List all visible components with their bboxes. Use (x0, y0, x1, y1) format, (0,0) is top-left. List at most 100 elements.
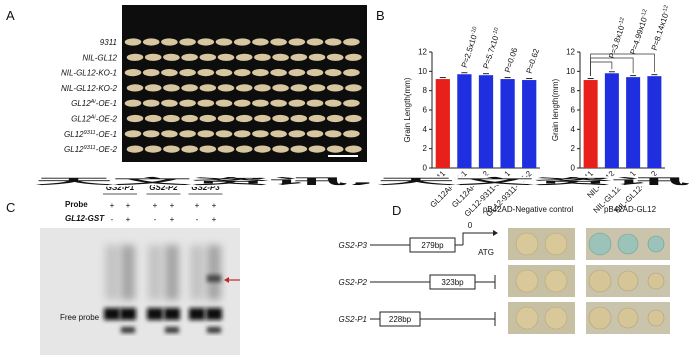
grain (326, 84, 344, 92)
text-part: P=4.99x10 (628, 16, 649, 56)
grain (199, 84, 217, 92)
grain (144, 53, 162, 61)
grain (126, 53, 144, 61)
gst-sign: + (126, 215, 131, 224)
gel-band (207, 327, 221, 333)
y-tick-label: 0 (571, 164, 576, 173)
yeast-spot (617, 307, 639, 329)
grain-line-label: 9311 (100, 38, 117, 47)
p-value-label: P=8.14x10-12 (650, 5, 673, 52)
yeast-spot (544, 232, 568, 256)
grain (197, 99, 215, 107)
text-part: -12 (662, 5, 670, 15)
grain (142, 130, 160, 138)
column-header: GS2-P1 (106, 183, 135, 192)
grain (324, 130, 342, 138)
text-part: 9311 (84, 145, 96, 151)
bar (626, 77, 641, 168)
grain (142, 38, 160, 46)
text-part: -OE-1 (96, 99, 117, 108)
grain (270, 130, 287, 138)
gel-band (206, 308, 222, 320)
gel-smear (105, 245, 119, 300)
plate-header: pB42AD-Negative control (483, 205, 573, 214)
gel-band (120, 308, 136, 320)
grain (235, 84, 253, 92)
watermark: 天文资讯,天文资讯 (35, 176, 690, 186)
grain (181, 53, 198, 61)
y-tick-label: 12 (566, 48, 575, 57)
y-tick-label: 8 (571, 86, 576, 95)
p-value-label: P=0.06 (503, 46, 520, 74)
text-part: -OE-2 (96, 115, 118, 124)
grain (215, 130, 233, 138)
bar (478, 75, 494, 168)
grain (181, 84, 198, 92)
yeast-spot (515, 306, 539, 330)
grain (161, 68, 178, 77)
grain-line-label: GL129311-OE-2 (64, 145, 117, 154)
text-part: NIL-GL12 (82, 53, 117, 62)
grain (308, 114, 326, 123)
grain (163, 145, 180, 153)
grain (179, 68, 196, 77)
text-part: P=2.5x10 (460, 33, 479, 69)
grain (324, 38, 342, 46)
row-label: GL12-GST (65, 214, 105, 223)
probe-sign: + (195, 201, 200, 210)
grain (161, 38, 178, 46)
gel-smear (190, 245, 204, 300)
grain (345, 114, 362, 123)
y-axis-title: Grain length(mm) (551, 79, 560, 142)
grain (270, 38, 287, 46)
bar (604, 73, 619, 168)
grain (163, 84, 180, 92)
yeast-spot (647, 309, 665, 327)
grain (142, 99, 160, 107)
p-value-label: P=5.7x10-10 (481, 27, 503, 70)
grain (217, 145, 235, 153)
text-part: P=0.06 (503, 46, 520, 74)
grain (181, 145, 198, 153)
text-part: -OE-1 (96, 130, 117, 139)
column-header: GS2-P2 (149, 183, 178, 192)
grain (306, 130, 324, 138)
grain (272, 114, 289, 123)
text-part: Ai (90, 99, 97, 105)
grain (270, 68, 287, 77)
grain (217, 114, 235, 123)
probe-sign: + (110, 201, 115, 210)
row-label: Probe (65, 200, 88, 209)
gst-sign: + (212, 215, 217, 224)
grain (288, 130, 306, 138)
gst-sign: + (170, 215, 175, 224)
y-tick-label: 10 (566, 67, 575, 76)
fragment-box (409, 237, 456, 253)
bar (457, 74, 472, 168)
y-tick-label: 12 (418, 48, 427, 57)
grain (197, 130, 215, 138)
gel-band (189, 308, 205, 320)
grain-line-label: NIL-GL12-KO-2 (61, 84, 118, 93)
plate-header: pB42AD-GL12 (604, 205, 657, 214)
y-tick-label: 2 (571, 144, 576, 153)
p-value-label: P=3.8x10-12 (607, 17, 629, 60)
p-value-label: P=4.99x10-12 (628, 9, 651, 56)
grain (290, 114, 308, 123)
text-part: P=5.7x10 (481, 34, 500, 70)
grain (124, 99, 142, 107)
text-part: NIL-GL12-KO-1 (61, 69, 117, 78)
text-part: GL12 (64, 145, 84, 154)
gel-band (165, 327, 179, 333)
text-part: GL12 (71, 115, 91, 124)
y-tick-label: 2 (423, 144, 428, 153)
grain (124, 130, 142, 138)
grain (163, 53, 180, 61)
y-axis-title: Grain Length(mm) (403, 77, 412, 142)
grain (199, 114, 217, 123)
grain (343, 130, 360, 138)
yeast-spot (647, 235, 665, 253)
grain (343, 68, 360, 77)
grain (254, 114, 271, 123)
p-value-label: P=0.62 (525, 47, 542, 75)
